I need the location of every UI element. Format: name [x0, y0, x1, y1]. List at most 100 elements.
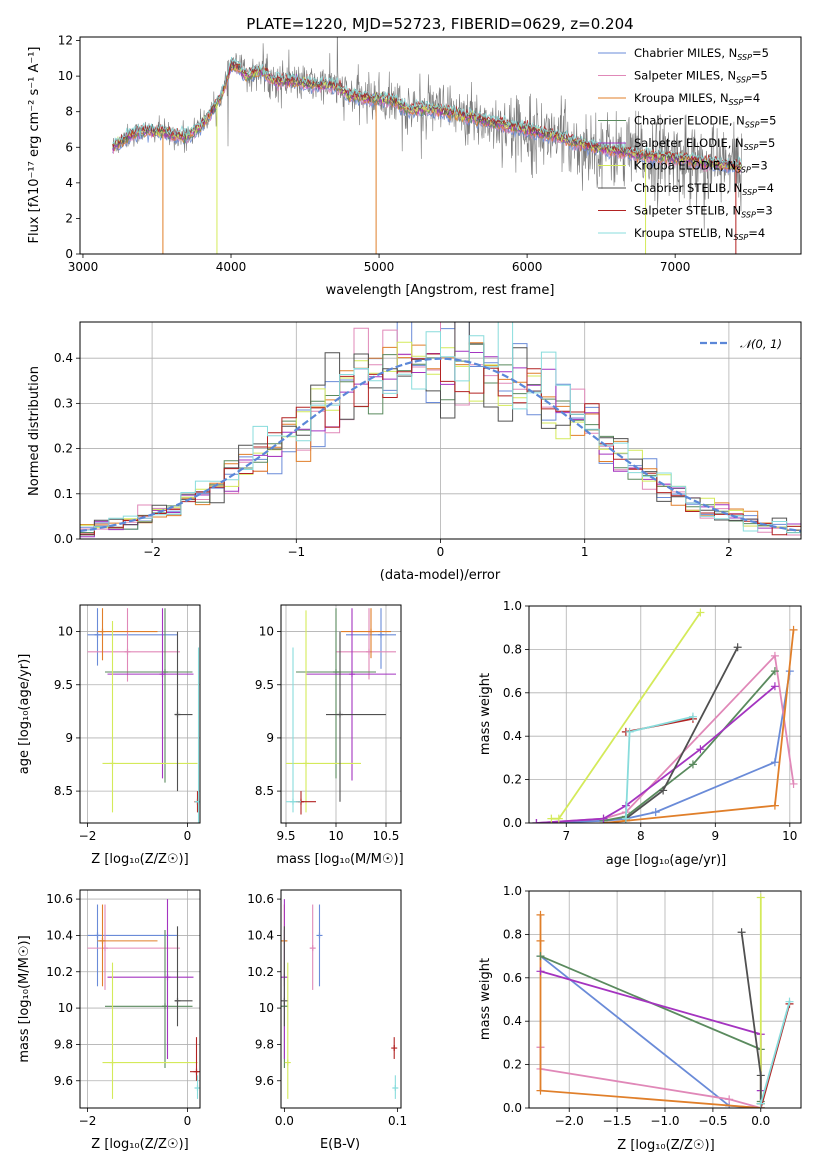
mass-weight-marker	[688, 760, 697, 769]
mass-weight-marker	[536, 967, 545, 976]
mass-weight-line	[539, 914, 761, 1108]
mass-weight-marker	[737, 928, 746, 937]
mass-vs-ebv-xlabel: E(B-V)	[320, 1137, 360, 1152]
mass-weight-vs-age-panel: 7 8 9 10 0.0 0.2 0.4 0.6 0.8 1.0	[503, 599, 802, 843]
y-tick-label: 10	[259, 1001, 274, 1015]
y-tick-label: 9	[65, 731, 73, 745]
y-tick-label: 8	[65, 105, 73, 119]
x-tick-label: 10	[782, 829, 797, 843]
data-point	[99, 628, 106, 635]
data-point	[368, 628, 374, 635]
y-tick-label: 0.0	[503, 1101, 522, 1115]
mass-weight-marker	[789, 625, 798, 634]
axes-frame	[528, 605, 802, 824]
residuals-legend: 𝒩(0, 1)	[700, 337, 782, 351]
residual-histogram	[80, 322, 801, 539]
mass-weight-marker	[770, 667, 779, 676]
y-tick-label: 9	[266, 731, 274, 745]
mass-weight-marker	[785, 997, 794, 1006]
x-tick-label: −1.5	[603, 1114, 632, 1128]
x-tick-label: 0	[184, 1114, 192, 1128]
data-point	[349, 671, 355, 678]
y-tick-label: 10	[58, 625, 73, 639]
mass-weight-line	[759, 1001, 791, 1104]
y-tick-label: 9.6	[54, 1074, 73, 1088]
y-tick-label: 0.0	[503, 816, 522, 830]
y-tick-label: 0.2	[54, 442, 73, 456]
y-tick-label: 9.5	[255, 678, 274, 692]
age-vs-z-ylabel: age [log₁₀(age/yr)]	[17, 654, 32, 775]
mass-vs-z-ylabel: mass [log₁₀(M/M☉)]	[17, 935, 32, 1062]
data-point	[164, 974, 171, 981]
y-tick-label: 0	[65, 247, 73, 261]
mass-weight-marker	[651, 808, 660, 817]
y-tick-label: 12	[58, 34, 73, 48]
y-tick-label: 10.2	[46, 965, 73, 979]
data-point	[94, 631, 101, 638]
mass-weight-age-ylabel: mass weight	[478, 673, 493, 755]
legend-entry: Salpeter STELIB, NSSP=3	[634, 204, 773, 220]
x-tick-label: −2	[79, 829, 97, 843]
y-tick-label: 10.4	[46, 928, 73, 942]
mass-weight-marker	[770, 758, 779, 767]
mass-weight-marker	[789, 779, 798, 788]
spectrum-legend: Chabrier MILES, NSSP=5 Salpeter MILES, NS…	[598, 46, 776, 242]
mass-weight-z-xlabel: Z [log₁₀(Z/Z☉)]	[617, 1138, 714, 1153]
mass-weight-marker	[725, 1095, 734, 1104]
legend-entry: Chabrier ELODIE, NSSP=5	[634, 114, 776, 130]
data-point	[391, 1045, 398, 1052]
axes-frame	[79, 321, 802, 540]
x-tick-label: 0	[184, 829, 192, 843]
plot-area	[87, 899, 200, 1099]
mass-weight-marker	[756, 1099, 765, 1108]
model-spectrum-line	[112, 56, 742, 167]
mass-weight-age-xlabel: age [log₁₀(age/yr)]	[606, 853, 727, 868]
x-tick-label: 0.1	[388, 1114, 407, 1128]
legend-entry: Kroupa ELODIE, NSSP=3	[634, 159, 768, 175]
data-point	[99, 937, 106, 944]
data-point	[124, 648, 131, 655]
axes-frame	[79, 604, 201, 824]
y-tick-label: 0.1	[54, 487, 73, 501]
y-tick-label: 0.4	[503, 1014, 522, 1028]
y-tick-label: 0.2	[503, 1058, 522, 1072]
x-tick-label: −1.0	[650, 1114, 679, 1128]
data-point	[281, 997, 288, 1004]
y-tick-label: 9.6	[255, 1074, 274, 1088]
mass-weight-marker	[756, 1071, 765, 1080]
data-point	[174, 711, 181, 718]
legend-entry: Kroupa STELIB, NSSP=4	[634, 226, 765, 242]
y-tick-label: 6	[65, 140, 73, 154]
mass-weight-marker	[554, 814, 563, 823]
data-point	[109, 760, 116, 767]
mass-weight-marker	[536, 936, 545, 945]
legend-entry: Chabrier STELIB, NSSP=4	[634, 181, 774, 197]
y-tick-label: 10.6	[46, 892, 73, 906]
mass-weight-marker	[733, 643, 742, 652]
x-tick-label: 8	[637, 829, 645, 843]
data-point	[159, 671, 166, 678]
legend-entry: Salpeter MILES, NSSP=5	[634, 69, 768, 85]
spectrum-panel: 3000 4000 5000 6000 7000 0 2 4 6 8 10 12 Chabrier MI…	[58, 34, 802, 274]
axes-frame	[528, 890, 802, 1109]
x-tick-label: 7000	[660, 260, 691, 274]
mass-vs-ebv-panel: 0.0 0.1 9.6 9.8 10 10.2 10.4 10.6	[247, 889, 407, 1128]
mass-weight-marker	[696, 608, 705, 617]
mass-weight-marker	[770, 682, 779, 691]
mass-weight-marker	[536, 952, 545, 961]
x-tick-label: 5000	[364, 260, 395, 274]
x-tick-label: 2	[725, 545, 733, 559]
y-tick-label: 10.4	[247, 928, 274, 942]
age-vs-metallicity-panel: −2 0 8.5 9 9.5 10	[54, 604, 201, 843]
y-tick-label: 0.8	[503, 927, 522, 941]
data-point	[316, 932, 323, 939]
legend-entry: 𝒩(0, 1)	[740, 337, 782, 351]
data-point	[193, 1068, 200, 1075]
plot-area	[281, 899, 399, 1099]
mass-weight-line	[603, 629, 795, 823]
y-tick-label: 8.5	[255, 784, 274, 798]
mass-weight-z-ylabel: mass weight	[478, 958, 493, 1040]
mass-weight-marker	[599, 814, 608, 823]
legend-entry: Salpeter ELODIE, NSSP=5	[634, 136, 775, 152]
y-tick-label: 10	[58, 69, 73, 83]
